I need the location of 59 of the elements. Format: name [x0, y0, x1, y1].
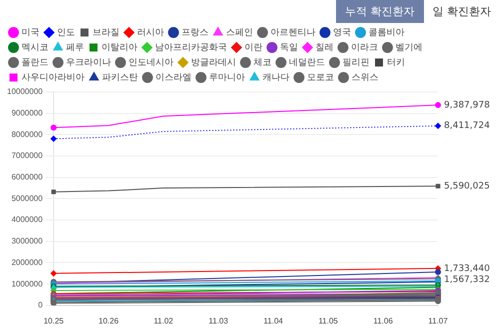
y-tick-label: 10000000	[7, 87, 44, 96]
x-tick-label: 11.02	[154, 316, 174, 326]
legend-label: 캐나다	[262, 72, 290, 82]
y-tick-label: 9000000	[11, 108, 44, 118]
legend-label: 폴란드	[22, 56, 48, 67]
x-tick-label: 11.07	[428, 316, 448, 326]
data-label: 1,733,440	[444, 264, 490, 274]
legend-label: 이탈리아	[102, 42, 138, 52]
y-tick-label: 7000000	[11, 151, 44, 160]
legend-label: 독일	[280, 42, 298, 52]
legend-label: 파키스탄	[102, 72, 138, 82]
legend-label: 페루	[66, 42, 84, 52]
data-label: 5,590,025	[444, 181, 490, 192]
data-label: 1,567,332	[444, 274, 490, 285]
legend-label: 러시아	[137, 26, 164, 37]
legend-label: 인도네시아	[128, 56, 174, 67]
x-tick-label: 11.03	[208, 316, 229, 326]
data-label: 9,387,978	[444, 100, 490, 110]
text: 일 확진환자	[424, 0, 500, 23]
legend-label: 방글라데시	[191, 56, 236, 67]
legend-label: 사우디아라비아	[22, 72, 84, 82]
y-tick-label: 4000000	[11, 215, 44, 224]
y-tick-label: 2000000	[11, 258, 44, 267]
legend-label: 이라크	[351, 42, 378, 52]
y-tick-label: 1000000	[11, 279, 44, 288]
legend-label: 터키	[387, 56, 405, 67]
legend-label: 이스라엘	[156, 72, 192, 82]
legend-label: 브라질	[92, 26, 120, 37]
legend-label: 스위스	[352, 72, 378, 82]
x-tick-label: 11.05	[318, 316, 338, 326]
legend-label: 이란	[244, 42, 262, 52]
legend-label: 필리핀	[342, 56, 370, 67]
legend-label: 아르헨티나	[270, 26, 316, 37]
legend-label: 콜롬비아	[368, 26, 404, 37]
legend-label: 남아프리카공화국	[155, 42, 227, 52]
x-tick-label: 10.26	[98, 316, 120, 326]
y-tick-label: 0	[38, 300, 44, 310]
x-tick-label: 10.25	[44, 316, 64, 326]
legend-label: 우크라이나	[66, 56, 111, 67]
legend-label: 칠레	[316, 42, 334, 52]
legend-label: 루마니아	[209, 72, 245, 82]
legend-label: 벨기에	[396, 42, 422, 52]
legend-label: 체코	[254, 56, 272, 67]
legend-label: 스페인	[226, 26, 253, 37]
data-label: 8,411,724	[444, 121, 490, 132]
legend-label: 프랑스	[182, 26, 208, 37]
y-tick-label: 5000000	[11, 194, 44, 203]
legend-label: 네덜란드	[289, 56, 325, 67]
legend-label: 미국	[22, 26, 40, 37]
legend-label: 영국	[333, 26, 351, 37]
legend-label: 인도	[57, 26, 75, 37]
x-tick-label: 11.04	[264, 316, 284, 326]
y-tick-label: 3000000	[11, 236, 44, 246]
y-tick-label: 8000000	[11, 130, 44, 139]
legend-label: 모로코	[307, 72, 334, 82]
text: 누적 확진환자	[336, 0, 424, 23]
y-tick-label: 6000000	[11, 172, 44, 182]
x-tick-label: 11.06	[373, 316, 394, 326]
legend-label: 멕시코	[22, 42, 48, 52]
